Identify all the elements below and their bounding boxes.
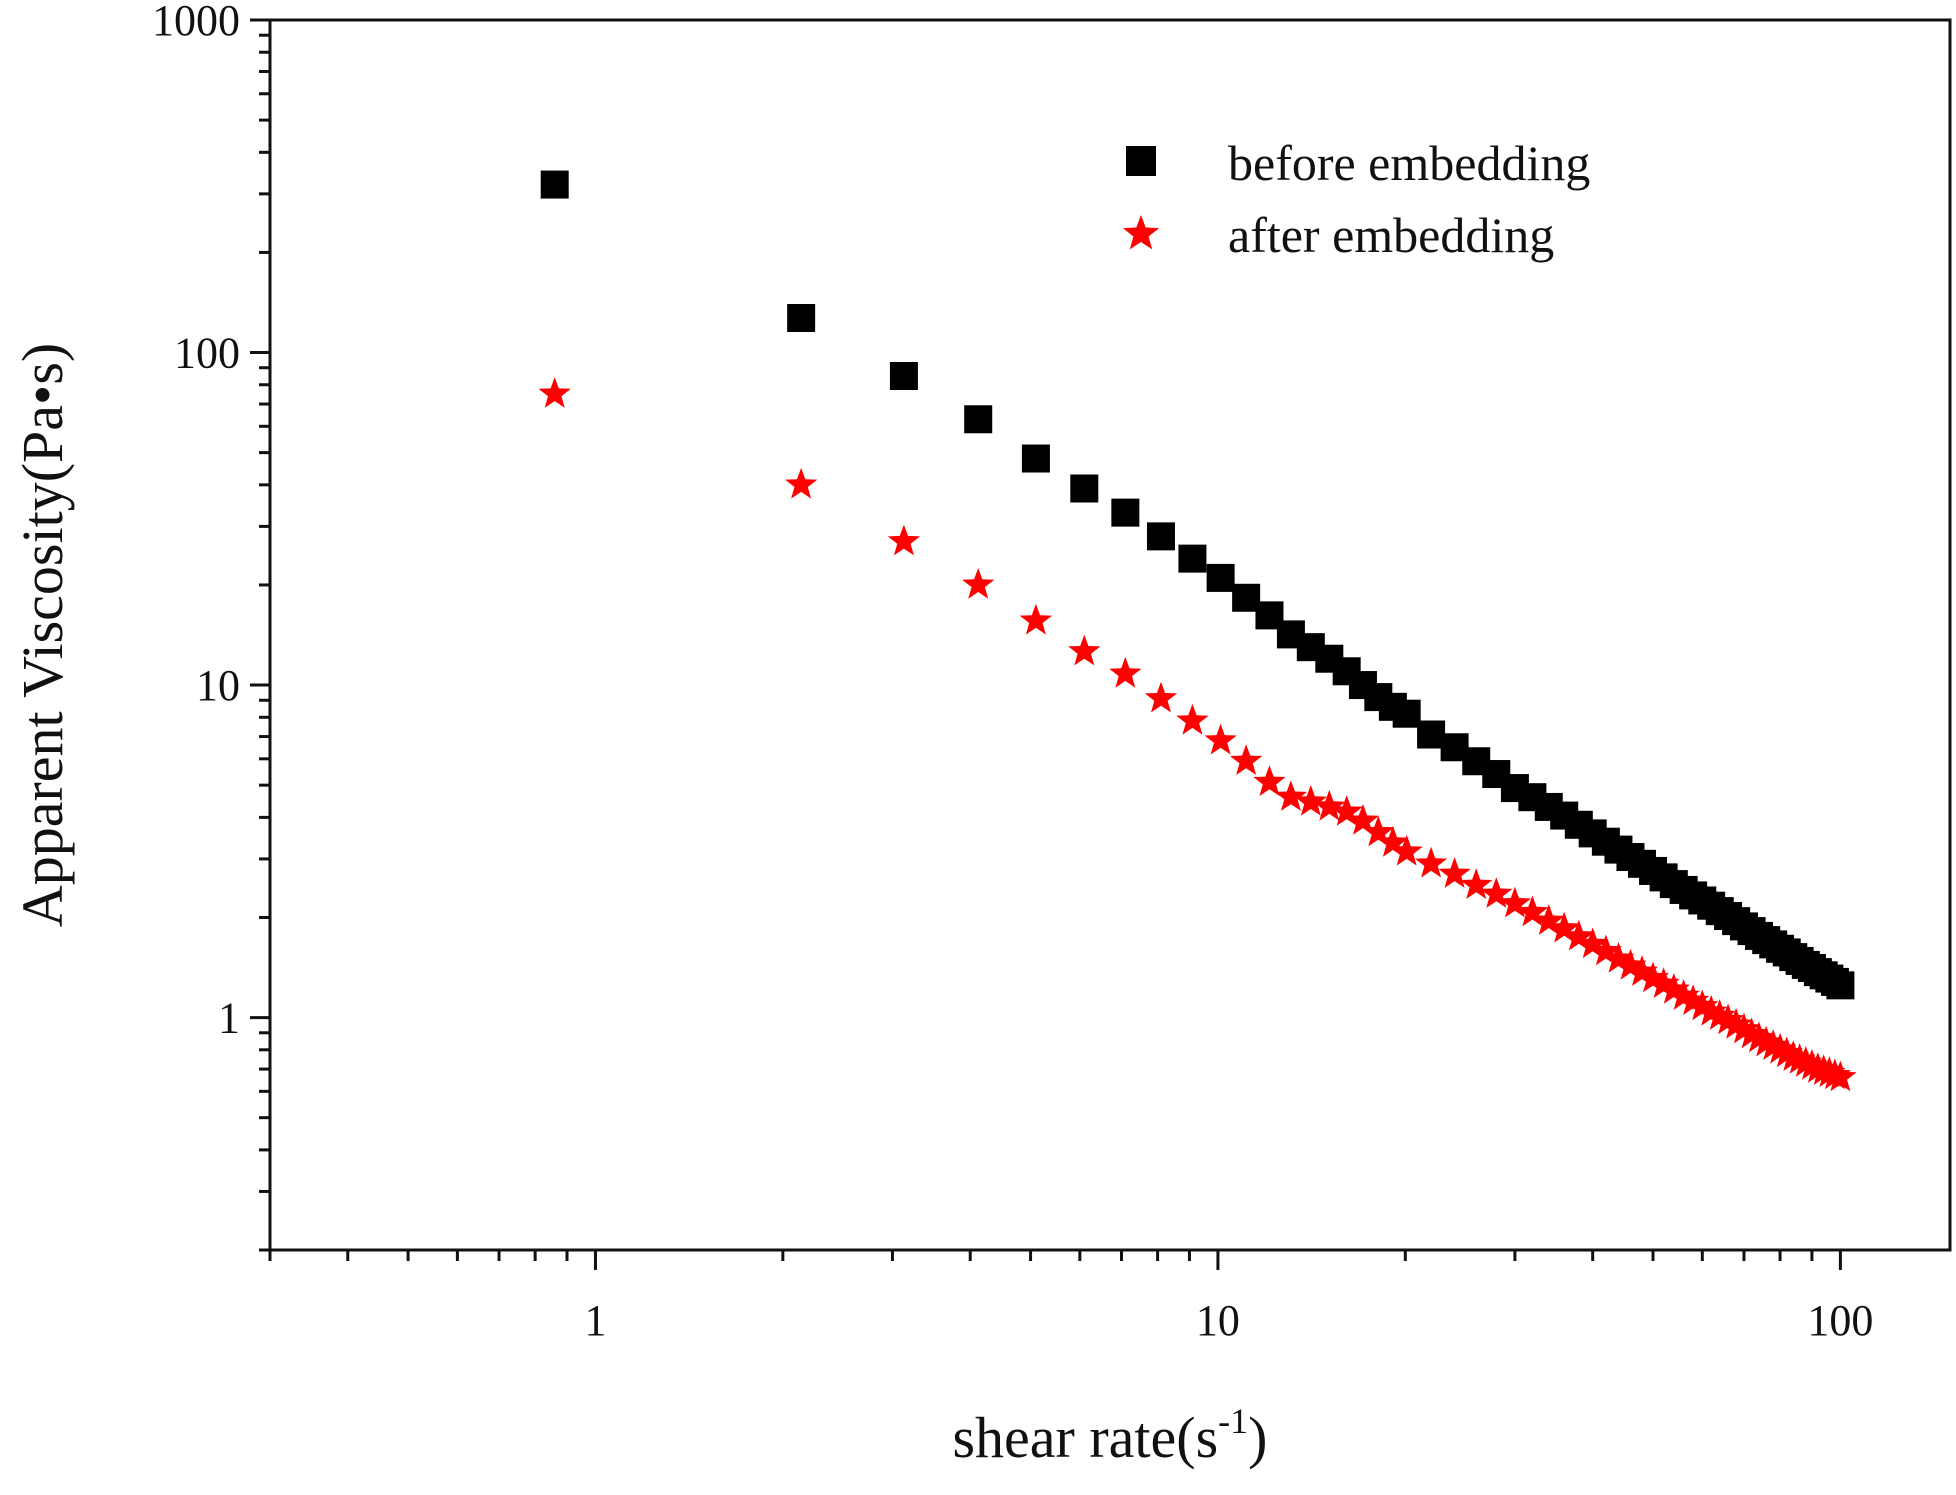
legend-marker-after-embedding xyxy=(1122,215,1160,250)
data-point xyxy=(1206,563,1235,592)
data-point xyxy=(1313,789,1346,821)
data-point xyxy=(1362,815,1395,847)
y-tick-label: 1000 xyxy=(152,0,240,45)
data-point xyxy=(889,361,918,390)
data-point xyxy=(1070,474,1099,503)
data-point xyxy=(1144,681,1178,713)
legend-label-before-embedding: before embedding xyxy=(1228,135,1590,191)
plot-area-frame xyxy=(268,18,1952,1252)
data-point xyxy=(1346,804,1380,835)
data-point xyxy=(1686,989,1719,1021)
x-axis-title-close: ) xyxy=(1248,1405,1267,1470)
data-point xyxy=(1602,942,1635,973)
data-point xyxy=(1711,1003,1745,1035)
legend-label-after-embedding: after embedding xyxy=(1228,207,1554,263)
data-point xyxy=(1636,961,1670,993)
data-point xyxy=(1068,634,1101,666)
y-tick-label: 10 xyxy=(196,661,240,710)
data-point xyxy=(1657,973,1690,1004)
data-point xyxy=(1392,699,1421,728)
data-point xyxy=(1146,522,1175,551)
data-point xyxy=(1742,1021,1776,1053)
series-after-embedding xyxy=(538,377,1857,1092)
y-axis-title: Apparent Viscosity(Pa•s) xyxy=(10,343,75,927)
data-point xyxy=(1727,1012,1761,1044)
x-axis-title: shear rate(s-1) xyxy=(952,1401,1267,1470)
data-point xyxy=(1735,1017,1768,1049)
y-tick-label: 100 xyxy=(174,329,240,378)
x-tick-label: 10 xyxy=(1196,1296,1240,1345)
data-point xyxy=(1614,948,1647,980)
y-tick-label: 1 xyxy=(218,994,240,1043)
data-point xyxy=(1695,994,1728,1026)
series-before-embedding xyxy=(540,170,1855,1000)
data-point xyxy=(1204,723,1237,755)
data-point xyxy=(1414,846,1448,878)
data-point xyxy=(785,467,818,499)
data-point xyxy=(1677,984,1710,1015)
x-tick-label: 1 xyxy=(584,1296,606,1345)
data-point xyxy=(1647,967,1680,998)
data-point xyxy=(1019,603,1053,635)
data-point xyxy=(1330,795,1363,826)
data-point xyxy=(1438,857,1471,888)
x-tick-label: 100 xyxy=(1807,1296,1873,1345)
data-point xyxy=(1109,656,1142,688)
data-point xyxy=(1532,904,1565,935)
legend-marker-before-embedding xyxy=(1126,146,1156,176)
data-point xyxy=(1390,834,1423,866)
data-point xyxy=(1111,498,1140,527)
data-point xyxy=(1274,780,1308,811)
data-point xyxy=(1625,955,1659,986)
data-point xyxy=(540,170,569,199)
data-point xyxy=(1178,544,1207,573)
data-point xyxy=(1460,868,1493,899)
x-axis-title-superscript: -1 xyxy=(1218,1401,1248,1441)
data-point xyxy=(1667,979,1700,1010)
data-point xyxy=(1516,895,1549,927)
data-point xyxy=(1824,1060,1857,1092)
data-point xyxy=(538,377,571,408)
data-point xyxy=(1576,927,1609,959)
data-point xyxy=(1480,877,1513,908)
data-point xyxy=(964,405,993,434)
data-point xyxy=(962,568,995,599)
data-point xyxy=(787,304,816,333)
data-point xyxy=(1176,703,1209,735)
data-point xyxy=(1376,826,1409,857)
data-point xyxy=(1562,919,1595,951)
data-point xyxy=(887,524,921,556)
legend: before embedding after embedding xyxy=(1122,135,1590,263)
data-point xyxy=(1703,999,1736,1030)
data-series xyxy=(538,170,1857,1092)
x-axis-ticks: 1 10 100 xyxy=(268,1250,1873,1345)
data-point xyxy=(1294,785,1327,816)
data-point xyxy=(1417,720,1446,749)
data-point xyxy=(1720,1008,1753,1039)
x-axis-title-main: shear rate(s xyxy=(952,1405,1218,1470)
data-point xyxy=(1548,911,1581,943)
y-axis-ticks: 1 10 100 1000 xyxy=(152,0,270,1252)
data-point xyxy=(1589,934,1622,966)
data-point xyxy=(1021,444,1050,473)
data-point xyxy=(1498,886,1532,918)
data-point xyxy=(1230,744,1263,775)
data-point xyxy=(1826,971,1855,1000)
data-point xyxy=(1253,765,1286,796)
